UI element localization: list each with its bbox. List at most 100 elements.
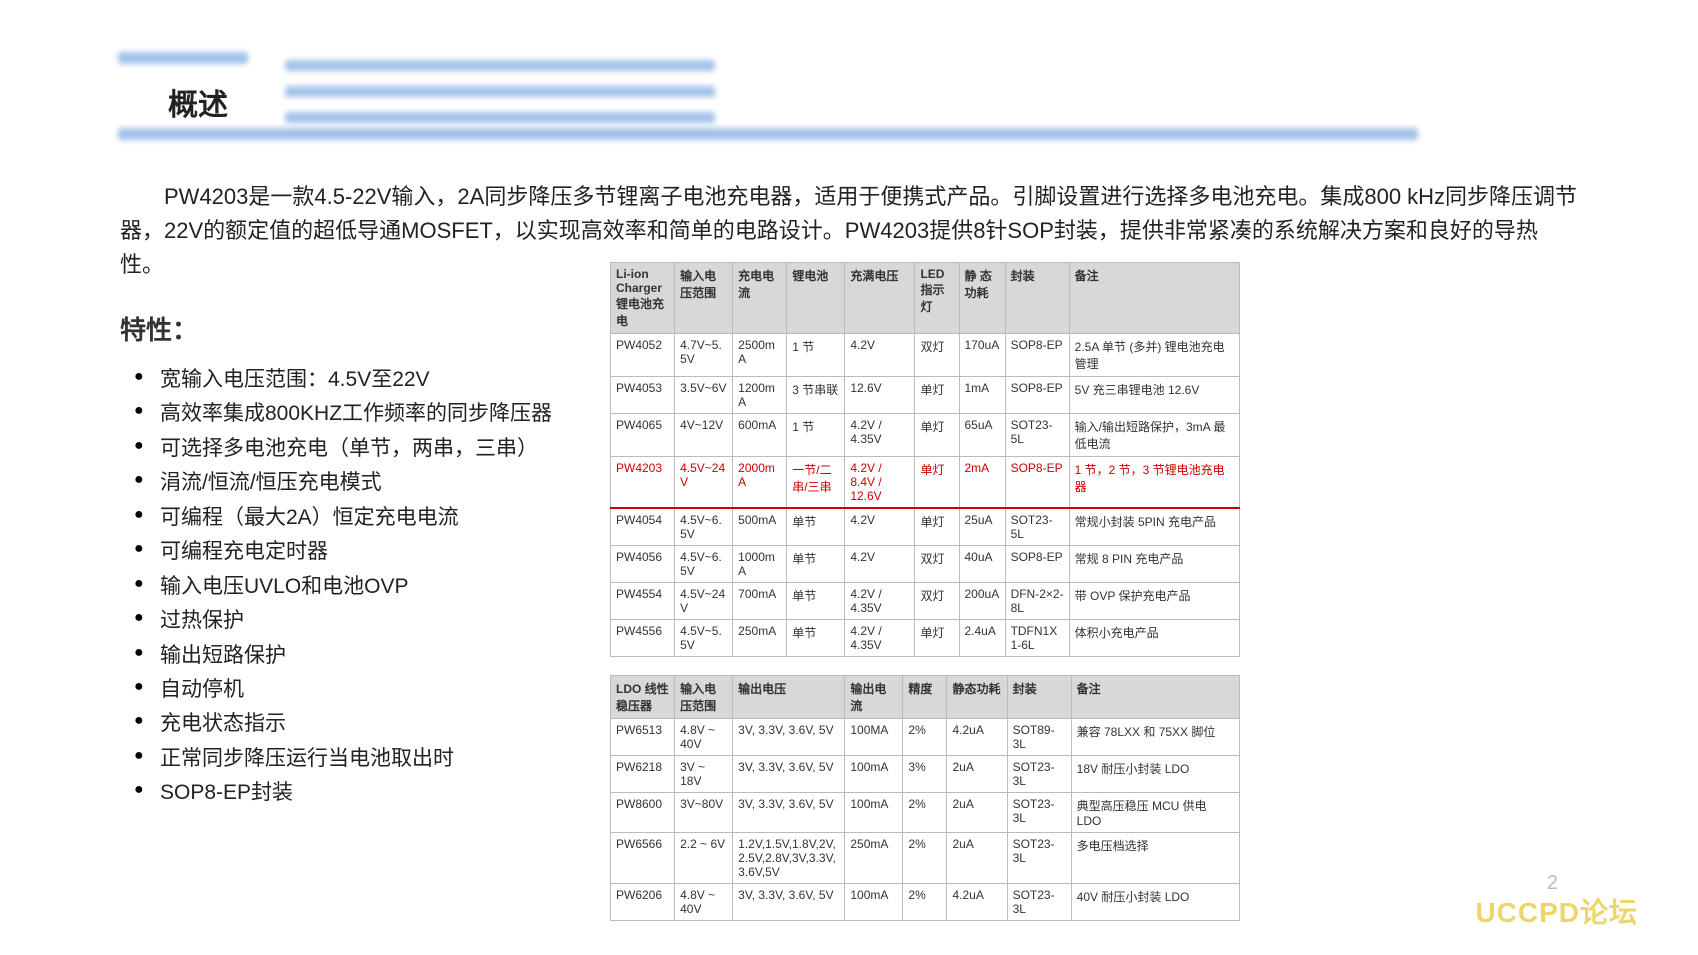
table-cell: 3V, 3.3V, 3.6V, 5V [733, 793, 845, 833]
table-cell: PW4056 [611, 546, 675, 583]
feature-item: 涓流/恒流/恒压充电模式 [120, 468, 600, 498]
table-cell: 65uA [959, 414, 1005, 457]
table-cell: 100mA [845, 793, 903, 833]
table-cell: PW4065 [611, 414, 675, 457]
table-cell: 18V 耐压小封装 LDO [1071, 756, 1239, 793]
table-header: 输入电压范围 [675, 263, 733, 334]
table-cell: 单灯 [915, 508, 959, 546]
table-cell: 4.2uA [947, 884, 1007, 921]
table-cell: 2% [903, 833, 947, 884]
table-cell: 4.5V~24V [675, 457, 733, 509]
table-cell: PW4052 [611, 334, 675, 377]
table-header: 封装 [1007, 676, 1071, 719]
feature-item: 宽输入电压范围：4.5V至22V [120, 365, 600, 395]
charger-table: Li-ion Charger 锂电池充电输入电压范围充电电流锂电池充满电压LED… [610, 262, 1240, 657]
feature-item: 输入电压UVLO和电池OVP [120, 572, 600, 602]
table-cell: 100mA [845, 884, 903, 921]
table-row: PW45544.5V~24V700mA单节4.2V / 4.35V双灯200uA… [611, 583, 1240, 620]
feature-item: 正常同步降压运行当电池取出时 [120, 744, 600, 774]
table-cell: 1 节，2 节，3 节锂电池充电器 [1069, 457, 1239, 509]
table-cell: 1 节 [787, 334, 845, 377]
table-cell: 4.2V / 8.4V / 12.6V [845, 457, 915, 509]
table-cell: SOT23-5L [1005, 508, 1069, 546]
decor-bar [118, 128, 1418, 140]
features-list: 宽输入电压范围：4.5V至22V高效率集成800KHZ工作频率的同步降压器可选择… [120, 365, 600, 809]
table-cell: 100MA [845, 719, 903, 756]
table-cell: SOT23-3L [1007, 833, 1071, 884]
feature-item: 自动停机 [120, 675, 600, 705]
feature-item: 可选择多电池充电（单节，两串，三串） [120, 434, 600, 464]
table-cell: PW4203 [611, 457, 675, 509]
table-cell: 2500mA [733, 334, 787, 377]
table-header: 精度 [903, 676, 947, 719]
decor-bar [118, 52, 248, 64]
table-cell: 3V~80V [675, 793, 733, 833]
table-cell: 25uA [959, 508, 1005, 546]
table-cell: SOP8-EP [1005, 546, 1069, 583]
table-row: PW65134.8V ~ 40V3V, 3.3V, 3.6V, 5V100MA2… [611, 719, 1240, 756]
table-cell: 4.2V / 4.35V [845, 414, 915, 457]
table-cell: SOP8-EP [1005, 377, 1069, 414]
table-cell: 3V, 3.3V, 3.6V, 5V [733, 719, 845, 756]
table-cell: 40V 耐压小封装 LDO [1071, 884, 1239, 921]
table-cell: SOT89-3L [1007, 719, 1071, 756]
table-cell: 带 OVP 保护充电产品 [1069, 583, 1239, 620]
table-cell: 4.2V [845, 508, 915, 546]
table-cell: 多电压档选择 [1071, 833, 1239, 884]
table-cell: PW6566 [611, 833, 675, 884]
feature-item: 可编程（最大2A）恒定充电电流 [120, 503, 600, 533]
table-row: PW40654V~12V600mA1 节4.2V / 4.35V单灯65uASO… [611, 414, 1240, 457]
table-cell: 单灯 [915, 377, 959, 414]
table-cell: PW4554 [611, 583, 675, 620]
table-header: 输出电流 [845, 676, 903, 719]
decor-bar [285, 112, 715, 123]
table-cell: 4.7V~5.5V [675, 334, 733, 377]
table-row: PW62183V ~ 18V3V, 3.3V, 3.6V, 5V100mA3%2… [611, 756, 1240, 793]
table-cell: 4.8V ~ 40V [675, 884, 733, 921]
table-cell: 250mA [733, 620, 787, 657]
table-cell: 170uA [959, 334, 1005, 377]
table-cell: 2uA [947, 833, 1007, 884]
table-cell: 双灯 [915, 546, 959, 583]
table-cell: SOT23-5L [1005, 414, 1069, 457]
feature-item: 输出短路保护 [120, 641, 600, 671]
table-cell: 2uA [947, 756, 1007, 793]
feature-item: 充电状态指示 [120, 709, 600, 739]
table-cell: PW6513 [611, 719, 675, 756]
feature-item: SOP8-EP封装 [120, 778, 600, 808]
table-row: PW42034.5V~24V2000mA一节/二串/三串4.2V / 8.4V … [611, 457, 1240, 509]
table-cell: 2.5A 单节 (多并) 锂电池充电管理 [1069, 334, 1239, 377]
ldo-table: LDO 线性稳压器输入电压范围输出电压输出电流精度静态功耗封装备注PW65134… [610, 675, 1240, 921]
table-cell: PW4053 [611, 377, 675, 414]
table-cell: 4.8V ~ 40V [675, 719, 733, 756]
table-cell: 5V 充三串锂电池 12.6V [1069, 377, 1239, 414]
table-cell: PW6206 [611, 884, 675, 921]
table-cell: 单节 [787, 583, 845, 620]
table-cell: 4.2V [845, 334, 915, 377]
table-cell: 40uA [959, 546, 1005, 583]
table-cell: 2% [903, 719, 947, 756]
table-cell: 1200mA [733, 377, 787, 414]
table-header: 备注 [1069, 263, 1239, 334]
table-cell: 单节 [787, 508, 845, 546]
table-cell: 1 节 [787, 414, 845, 457]
table-cell: 单节 [787, 546, 845, 583]
table-cell: 2.2 ~ 6V [675, 833, 733, 884]
table-cell: SOP8-EP [1005, 457, 1069, 509]
table-cell: 2.4uA [959, 620, 1005, 657]
table-cell: 单节 [787, 620, 845, 657]
table-cell: 250mA [845, 833, 903, 884]
feature-item: 可编程充电定时器 [120, 537, 600, 567]
table-cell: 4V~12V [675, 414, 733, 457]
table-cell: 单灯 [915, 457, 959, 509]
feature-item: 过热保护 [120, 606, 600, 636]
table-row: PW40544.5V~6.5V500mA单节4.2V单灯25uASOT23-5L… [611, 508, 1240, 546]
table-cell: 一节/二串/三串 [787, 457, 845, 509]
table-cell: 100mA [845, 756, 903, 793]
table-cell: SOT23-3L [1007, 793, 1071, 833]
table-cell: PW8600 [611, 793, 675, 833]
table-cell: 2uA [947, 793, 1007, 833]
table-cell: 4.2V / 4.35V [845, 583, 915, 620]
table-cell: 4.5V~24V [675, 583, 733, 620]
table-cell: SOT23-3L [1007, 884, 1071, 921]
